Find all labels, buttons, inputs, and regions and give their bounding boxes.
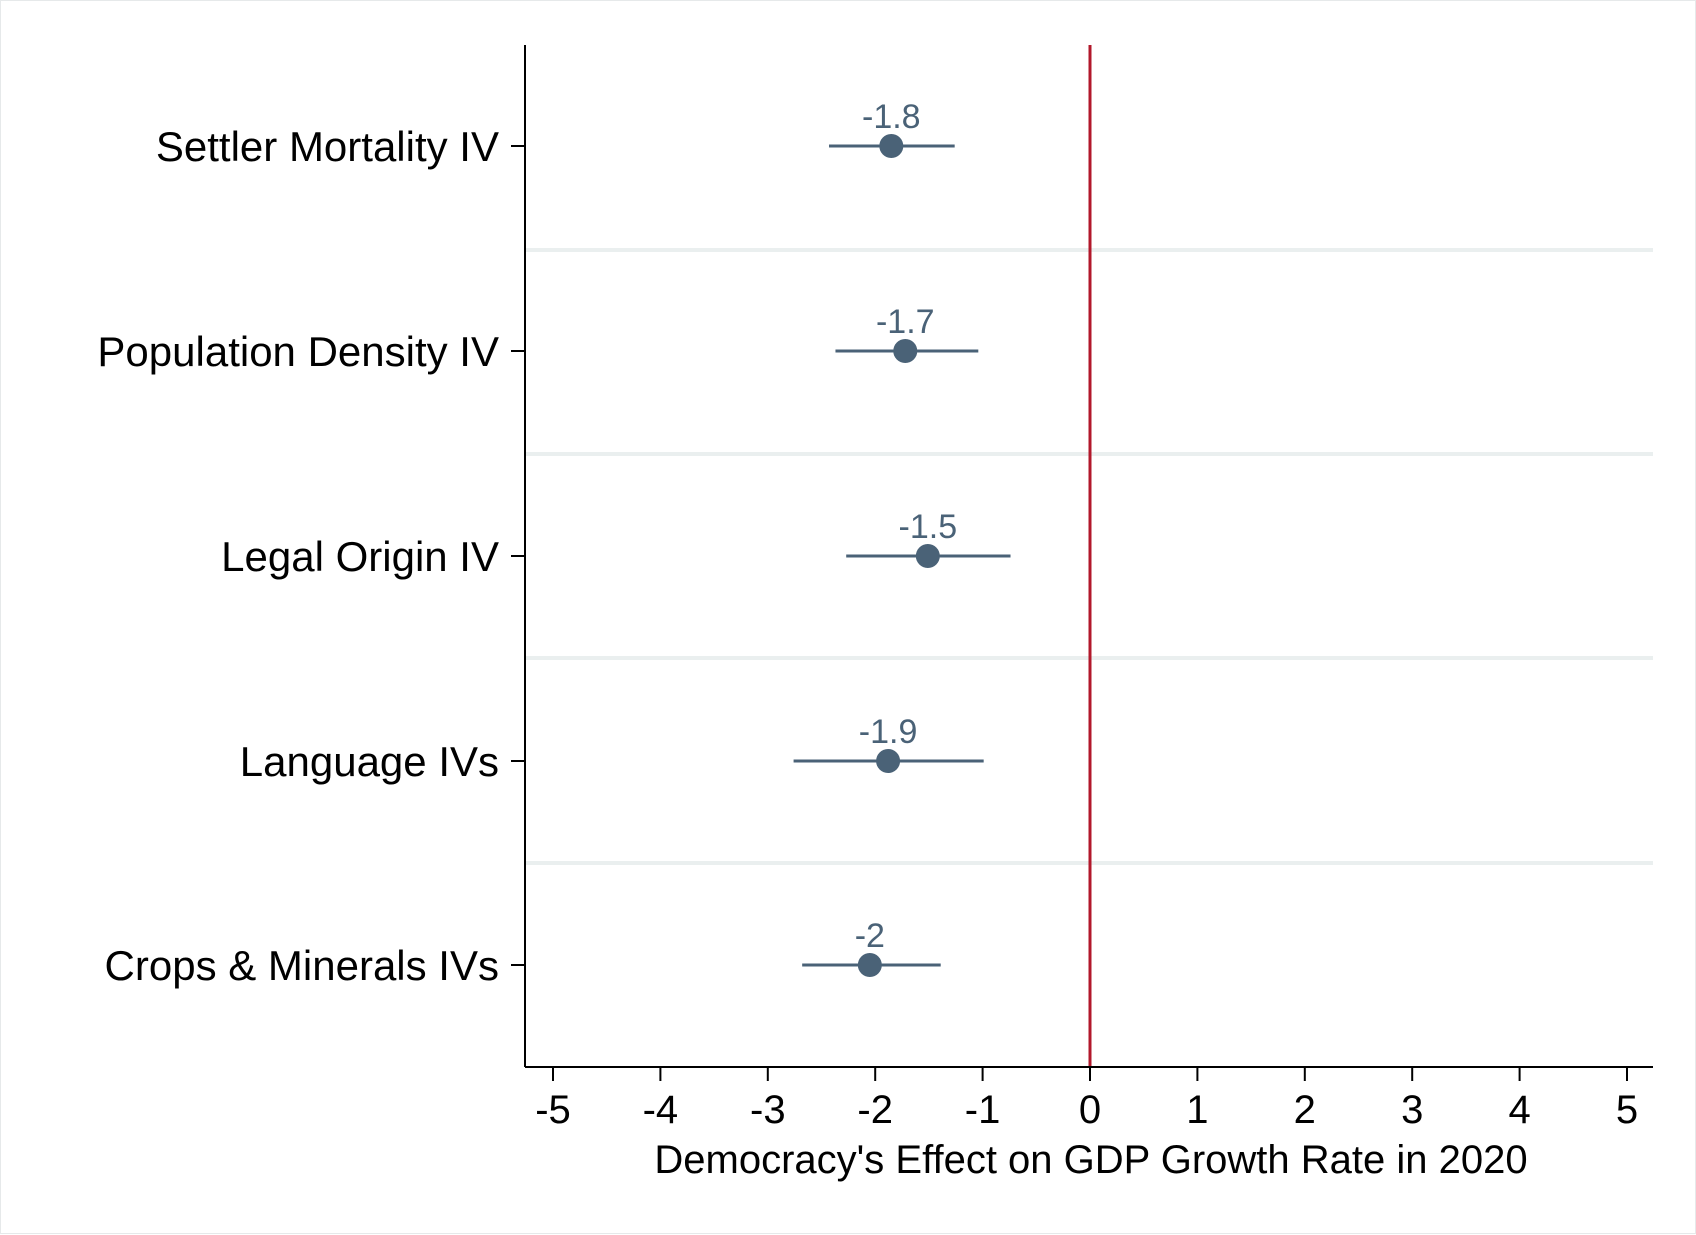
data-label: -1.9: [859, 713, 918, 751]
x-ticks: -5 -4 -3 -2 -1 0 1 2 3 4 5: [535, 1067, 1638, 1132]
x-tick-label: 3: [1401, 1088, 1423, 1132]
x-tick-label: -1: [965, 1088, 1001, 1132]
data-label: -2: [855, 917, 885, 955]
estimate-marks: -1.8 -1.7 -1.5 -1.9 -2: [793, 98, 1011, 977]
point-estimate: [857, 953, 882, 977]
x-axis-title: Democracy's Effect on GDP Growth Rate in…: [654, 1138, 1527, 1182]
category-labels: Settler Mortality IV Population Density I…: [97, 123, 525, 989]
x-tick-label: -4: [643, 1088, 679, 1132]
x-tick-label: -5: [535, 1088, 571, 1132]
point-estimate: [915, 544, 940, 568]
category-label: Settler Mortality IV: [156, 123, 499, 170]
data-label: -1.8: [862, 98, 921, 136]
category-label: Language IVs: [240, 738, 499, 785]
x-tick-label: 1: [1186, 1088, 1208, 1132]
category-label: Crops & Minerals IVs: [105, 942, 499, 989]
point-estimate: [876, 749, 901, 773]
data-label: -1.7: [876, 303, 935, 341]
point-estimate: [879, 134, 904, 158]
x-tick-label: -3: [750, 1088, 786, 1132]
x-tick-label: 4: [1508, 1088, 1530, 1132]
data-label: -1.5: [899, 508, 958, 546]
category-label: Legal Origin IV: [221, 533, 499, 580]
point-estimate: [893, 339, 918, 363]
x-tick-label: -2: [857, 1088, 893, 1132]
category-label: Population Density IV: [97, 328, 499, 375]
x-tick-label: 5: [1616, 1088, 1638, 1132]
x-tick-label: 2: [1294, 1088, 1316, 1132]
x-tick-label: 0: [1079, 1088, 1101, 1132]
